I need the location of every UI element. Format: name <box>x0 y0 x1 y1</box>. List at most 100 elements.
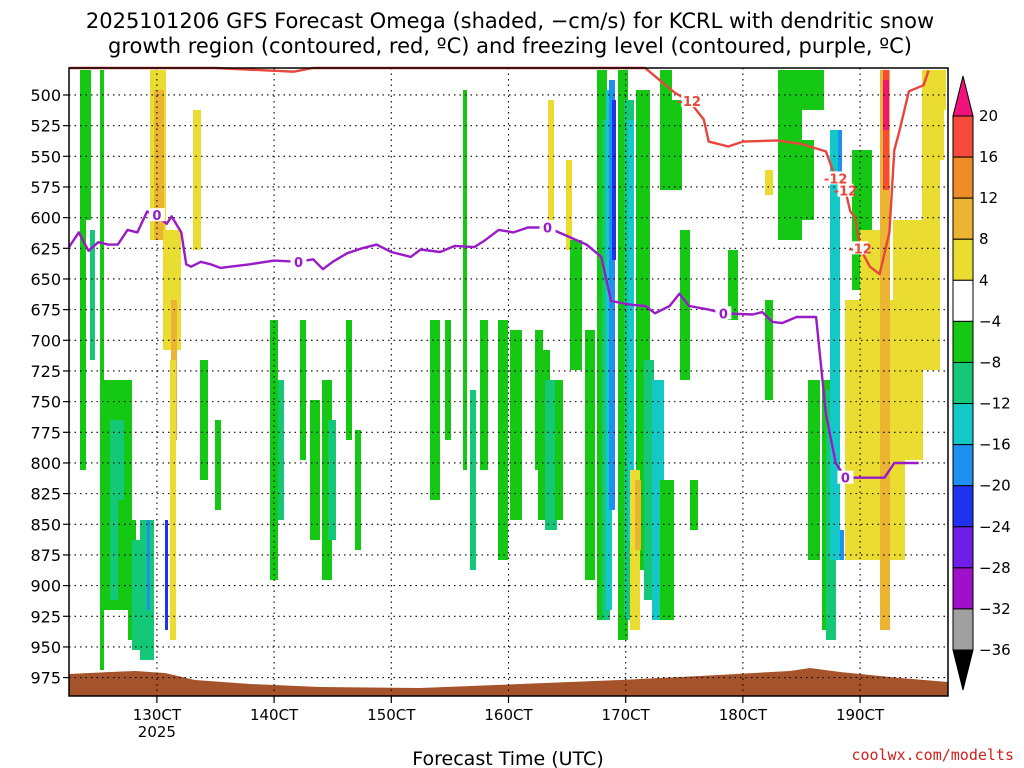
omega-band-52 <box>644 360 654 600</box>
contour-label-0-2: 0 <box>543 221 552 236</box>
omega-band-34 <box>510 330 522 520</box>
omega-band-22 <box>300 320 306 460</box>
y-tick-label-14: 850 <box>30 515 61 534</box>
colorbar-label-10: −24 <box>979 518 1011 536</box>
omega-band-3 <box>100 70 104 670</box>
credit-text: coolwx.com/modelts <box>851 746 1014 764</box>
y-tick-label-15: 875 <box>30 546 61 565</box>
x-tick-label-4: 170CT <box>602 706 651 724</box>
y-tick-label-17: 925 <box>30 607 61 626</box>
omega-band-24 <box>322 380 332 580</box>
contour-label-bg-0-2 <box>539 220 556 234</box>
colorbar-label-6: −8 <box>979 353 1001 371</box>
x-axis-label: Forecast Time (UTC) <box>412 748 603 768</box>
contour-label-bg-0-4 <box>837 470 854 484</box>
y-tick-label-11: 775 <box>30 423 61 442</box>
omega-band-31 <box>470 390 476 570</box>
colorbar-label-11: −28 <box>979 559 1011 577</box>
omega-band-13 <box>154 90 164 240</box>
grid-lines <box>69 68 948 696</box>
terrain-fill <box>69 668 948 696</box>
y-tick-label-16: 900 <box>30 577 61 596</box>
omega-band-19 <box>193 110 201 250</box>
omega-band-79 <box>905 260 923 460</box>
omega-band-26 <box>346 320 352 440</box>
colorbar-label-0: 20 <box>979 107 998 125</box>
y-tick-label-0: 500 <box>30 86 61 105</box>
omega-band-36 <box>545 380 557 530</box>
y-tick-label-13: 825 <box>30 485 61 504</box>
omega-band-57 <box>635 480 641 550</box>
y-tick-label-8: 700 <box>30 331 61 350</box>
colorbar-label-8: −16 <box>979 436 1011 454</box>
y-tick-label-1: 525 <box>30 117 61 136</box>
contour-label-1-3: -12 <box>848 242 872 257</box>
y-tick-label-5: 625 <box>30 239 61 258</box>
omega-band-65 <box>808 380 820 560</box>
x-tick-label-6: 190CT <box>836 706 885 724</box>
colorbar-arrow-bottom <box>952 649 974 691</box>
omega-band-59 <box>660 480 674 620</box>
contour-label-1-2: -12 <box>834 185 858 200</box>
colorbar-label-2: 12 <box>979 189 998 207</box>
colorbar-cell-4 <box>952 279 974 322</box>
omega-band-25 <box>328 420 336 540</box>
y-tick-label-10: 750 <box>30 393 61 412</box>
colorbar-cell-5 <box>952 320 974 363</box>
colorbar-cell-8 <box>952 444 974 487</box>
omega-band-50 <box>628 120 634 540</box>
omega-shading <box>80 70 946 670</box>
omega-band-33 <box>498 320 508 560</box>
colorbar-cell-11 <box>952 567 974 610</box>
omega-band-82 <box>940 70 946 110</box>
contour-label-0-4: 0 <box>841 472 850 487</box>
y-tick-label-4: 600 <box>30 209 61 228</box>
colorbar-cell-1 <box>952 156 974 199</box>
y-tick-label-3: 575 <box>30 178 61 197</box>
omega-band-30 <box>463 90 467 470</box>
contour-label-bg-0-0 <box>148 208 165 222</box>
omega-band-1 <box>86 70 91 220</box>
contour-label-0-0: 0 <box>152 209 161 224</box>
colorbar-label-1: 16 <box>979 148 998 166</box>
x-tick-label-5: 180CT <box>719 706 768 724</box>
colorbar-cell-9 <box>952 485 974 528</box>
omega-band-55 <box>668 100 682 190</box>
y-tick-label-19: 975 <box>30 669 61 688</box>
contour-label-bg-1-0 <box>681 94 698 108</box>
colorbar-label-3: 8 <box>979 230 989 248</box>
omega-band-46 <box>609 80 615 510</box>
omega-band-27 <box>355 430 361 550</box>
contour-label-bg-1-3 <box>852 241 869 255</box>
omega-band-2 <box>90 230 95 360</box>
omega-band-83 <box>765 170 773 195</box>
omega-band-64 <box>790 140 814 220</box>
colorbar-label-12: −32 <box>979 600 1011 618</box>
colorbar-cell-6 <box>952 361 974 405</box>
omega-band-75 <box>880 70 890 630</box>
x-tick-label-2: 150CT <box>367 706 416 724</box>
colorbar-cell-7 <box>952 403 974 446</box>
omega-band-40 <box>566 160 572 250</box>
colorbar: 20 16 12 8 4 −4 −8 −12 −16 −20 −24 −28 −32 −36 <box>952 75 1011 691</box>
omega-band-41 <box>570 240 582 370</box>
contour-label-bg-0-3 <box>715 306 732 320</box>
omega-band-81 <box>930 100 944 160</box>
colorbar-cell-12 <box>952 608 974 651</box>
omega-band-77 <box>883 80 889 130</box>
omega-band-39 <box>548 100 554 220</box>
contour-label-1-0: -12 <box>677 95 701 110</box>
contour-label-bg-0-1 <box>290 254 307 268</box>
omega-band-16 <box>170 360 176 640</box>
y-tick-label-7: 675 <box>30 301 61 320</box>
omega-band-60 <box>680 230 690 380</box>
omega-band-62 <box>765 300 773 400</box>
omega-band-11 <box>165 520 168 630</box>
omega-band-69 <box>838 130 842 190</box>
contour-label-0-1: 0 <box>294 256 303 271</box>
contour-label-bg-1-2 <box>837 183 854 197</box>
contour-label-bg-1-1 <box>827 171 844 185</box>
omega-band-21 <box>278 380 284 520</box>
